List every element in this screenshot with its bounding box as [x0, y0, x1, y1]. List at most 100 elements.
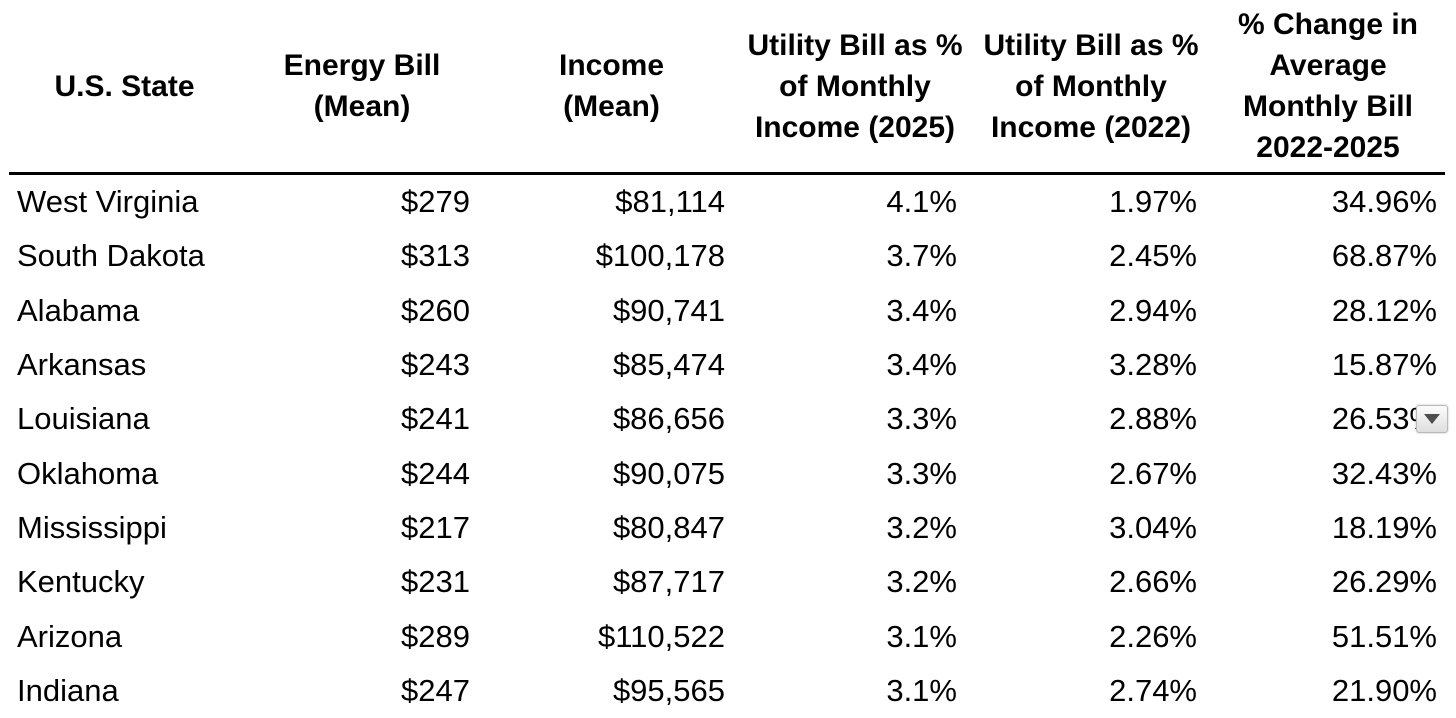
cell-value: 2.74%: [1109, 672, 1197, 708]
cell-value: 3.4%: [886, 347, 957, 383]
cell-value: $217: [401, 509, 470, 545]
cell-value: West Virginia: [17, 184, 199, 220]
cell-value: Alabama: [17, 292, 140, 328]
cell-value: Arkansas: [17, 347, 147, 383]
table-row-west-virginia: West Virginia $279 $81,114 4.1% 1.97% 34.96%: [9, 175, 1445, 229]
cell-pct-income-2022: 3.28%: [971, 338, 1211, 392]
cell-value: 3.28%: [1109, 347, 1197, 383]
column-header-line: Utility Bill as %: [983, 28, 1199, 62]
cell-value: 3.4%: [886, 292, 957, 328]
column-header-line: U.S. State: [54, 69, 195, 103]
cell-income-mean: $90,075: [484, 446, 739, 500]
cell-pct-income-2022: 2.26%: [971, 609, 1211, 663]
cell-value: $241: [401, 401, 470, 437]
cell-value: 3.3%: [886, 401, 957, 437]
column-header-line: of Monthly: [779, 69, 931, 103]
column-header-line: Utility Bill as %: [747, 28, 963, 62]
cell-value: $100,178: [595, 238, 725, 274]
cell-value: $86,656: [612, 401, 725, 437]
cell-pct-change: 68.87%: [1211, 229, 1445, 283]
cell-value: 3.7%: [886, 238, 957, 274]
cell-value: $247: [401, 672, 470, 708]
table-row-indiana: Indiana $247 $95,565 3.1% 2.74% 21.90%: [9, 664, 1445, 718]
cell-value: $80,847: [612, 509, 725, 545]
cell-value: $313: [401, 238, 470, 274]
cell-state: Mississippi: [9, 501, 240, 555]
cell-state: Indiana: [9, 664, 240, 718]
cell-value: 3.04%: [1109, 509, 1197, 545]
cell-energy-bill-mean: $260: [240, 284, 484, 338]
cell-dropdown-button[interactable]: [1416, 405, 1448, 434]
cell-pct-change: 26.29%: [1211, 555, 1445, 609]
cell-value: 3.1%: [886, 672, 957, 708]
cell-value: Kentucky: [17, 564, 145, 600]
cell-value: $260: [401, 292, 470, 328]
cell-energy-bill-mean: $231: [240, 555, 484, 609]
column-header-pct-income-2022: Utility Bill as % of Monthly Income (2022): [971, 0, 1211, 172]
cell-pct-income-2022: 2.45%: [971, 229, 1211, 283]
cell-pct-change: 15.87%: [1211, 338, 1445, 392]
column-header-line: (Mean): [313, 90, 411, 123]
column-header-pct-income-2025: Utility Bill as % of Monthly Income (2025): [739, 0, 971, 172]
table-row-oklahoma: Oklahoma $244 $90,075 3.3% 2.67% 32.43%: [9, 446, 1445, 500]
cell-income-mean: $87,717: [484, 555, 739, 609]
cell-state: Louisiana: [9, 392, 240, 446]
cell-value: Mississippi: [17, 509, 167, 545]
cell-value: 1.97%: [1109, 184, 1197, 220]
cell-state: Arizona: [9, 609, 240, 663]
table-row-louisiana: Louisiana $241 $86,656 3.3% 2.88% 26.53%: [9, 392, 1448, 446]
cell-pct-income-2025: 3.3%: [739, 392, 971, 446]
cell-value: 3.1%: [886, 618, 957, 654]
cell-value: 2.26%: [1109, 618, 1197, 654]
cell-value: $244: [401, 455, 470, 491]
cell-state: Kentucky: [9, 555, 240, 609]
cell-value: $231: [401, 564, 470, 600]
cell-value: $110,522: [598, 618, 725, 654]
column-header-line: Income (2022): [990, 110, 1192, 144]
table-row-south-dakota: South Dakota $313 $100,178 3.7% 2.45% 68.87%: [9, 229, 1445, 283]
cell-pct-income-2025: 3.2%: [739, 555, 971, 609]
cell-value: 32.43%: [1331, 455, 1437, 491]
cell-value: 3.3%: [886, 455, 957, 491]
cell-value: 15.87%: [1331, 347, 1437, 383]
cell-pct-income-2025: 3.3%: [739, 446, 971, 500]
cell-energy-bill-mean: $247: [240, 664, 484, 718]
cell-value: $81,114: [615, 184, 725, 220]
cell-state: Alabama: [9, 284, 240, 338]
column-header-line: Energy Bill: [283, 49, 441, 82]
table-header-row: U.S. State Energy Bill (Mean) Income (Mean) U…: [9, 0, 1445, 175]
cell-value: 2.88%: [1109, 401, 1197, 437]
column-header-line: Income: [558, 49, 665, 82]
cell-pct-change: 51.51%: [1211, 609, 1445, 663]
dropdown-arrow-icon: [1424, 414, 1440, 425]
cell-value: 34.96%: [1331, 184, 1437, 220]
cell-value: 3.2%: [886, 509, 957, 545]
cell-income-mean: $90,741: [484, 284, 739, 338]
cell-pct-change: 18.19%: [1211, 501, 1445, 555]
column-header-line: 2022-2025: [1256, 131, 1400, 164]
column-header-line: Average: [1269, 49, 1387, 82]
column-header-energy-bill-mean: Energy Bill (Mean): [240, 0, 484, 172]
cell-pct-income-2022: 2.67%: [971, 446, 1211, 500]
cell-pct-income-2022: 2.88%: [971, 392, 1211, 446]
cell-state: South Dakota: [9, 229, 240, 283]
cell-value: Louisiana: [17, 401, 150, 437]
cell-state: Arkansas: [9, 338, 240, 392]
table-body: West Virginia $279 $81,114 4.1% 1.97% 34.96% S…: [9, 175, 1448, 718]
cell-pct-income-2022: 2.66%: [971, 555, 1211, 609]
cell-pct-change: 32.43%: [1211, 446, 1445, 500]
cell-pct-income-2025: 3.4%: [739, 284, 971, 338]
cell-energy-bill-mean: $313: [240, 229, 484, 283]
cell-value: $85,474: [612, 347, 725, 383]
column-header-income-mean: Income (Mean): [484, 0, 739, 172]
cell-value: 2.94%: [1109, 292, 1197, 328]
column-header-line: Monthly Bill: [1243, 90, 1413, 123]
cell-pct-change: 28.12%: [1211, 284, 1445, 338]
cell-value: $243: [401, 347, 470, 383]
cell-value: 2.45%: [1109, 238, 1197, 274]
cell-pct-income-2022: 1.97%: [971, 175, 1211, 229]
table-row-arkansas: Arkansas $243 $85,474 3.4% 3.28% 15.87%: [9, 338, 1445, 392]
cell-income-mean: $80,847: [484, 501, 739, 555]
cell-value: 28.12%: [1331, 292, 1437, 328]
cell-value: 26.29%: [1331, 564, 1437, 600]
